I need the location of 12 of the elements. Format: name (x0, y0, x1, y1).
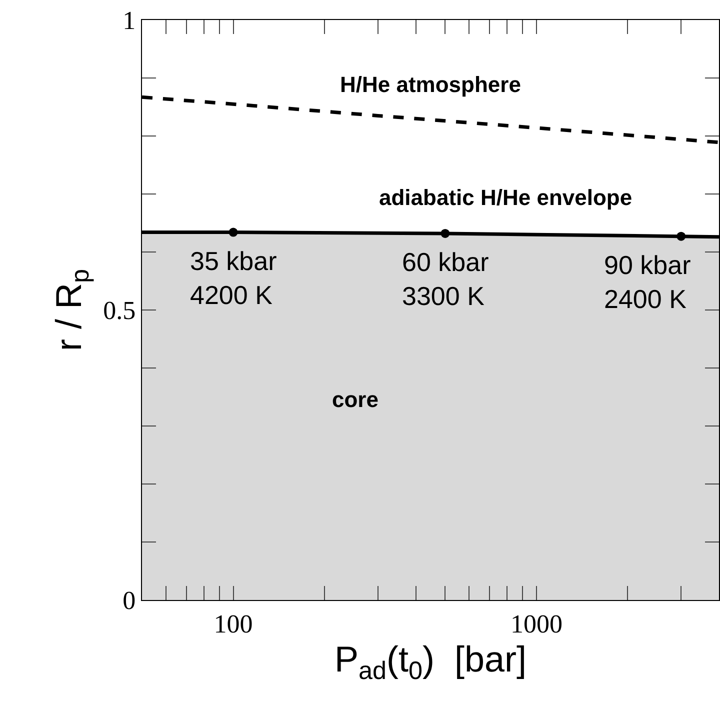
annotation: 60 kbar 3300 K (402, 247, 490, 311)
annotation: adiabatic H/He envelope (379, 185, 632, 210)
x-tick-label: 100 (214, 609, 253, 638)
y-tick-label: 0 (122, 586, 136, 616)
annotation: 90 kbar 2400 K (604, 250, 692, 314)
x-axis-title: P$_{ad}$(t$_{0}$) [bar] (334, 638, 527, 685)
annotation: 35 kbar 4200 K (190, 246, 278, 310)
annotation: H/He atmosphere (340, 72, 521, 97)
y-tick-label: 1 (122, 6, 136, 36)
y-tick-label: 0.5 (103, 296, 136, 326)
annotation: core (332, 387, 378, 412)
x-tick-label: 1000 (510, 609, 562, 638)
